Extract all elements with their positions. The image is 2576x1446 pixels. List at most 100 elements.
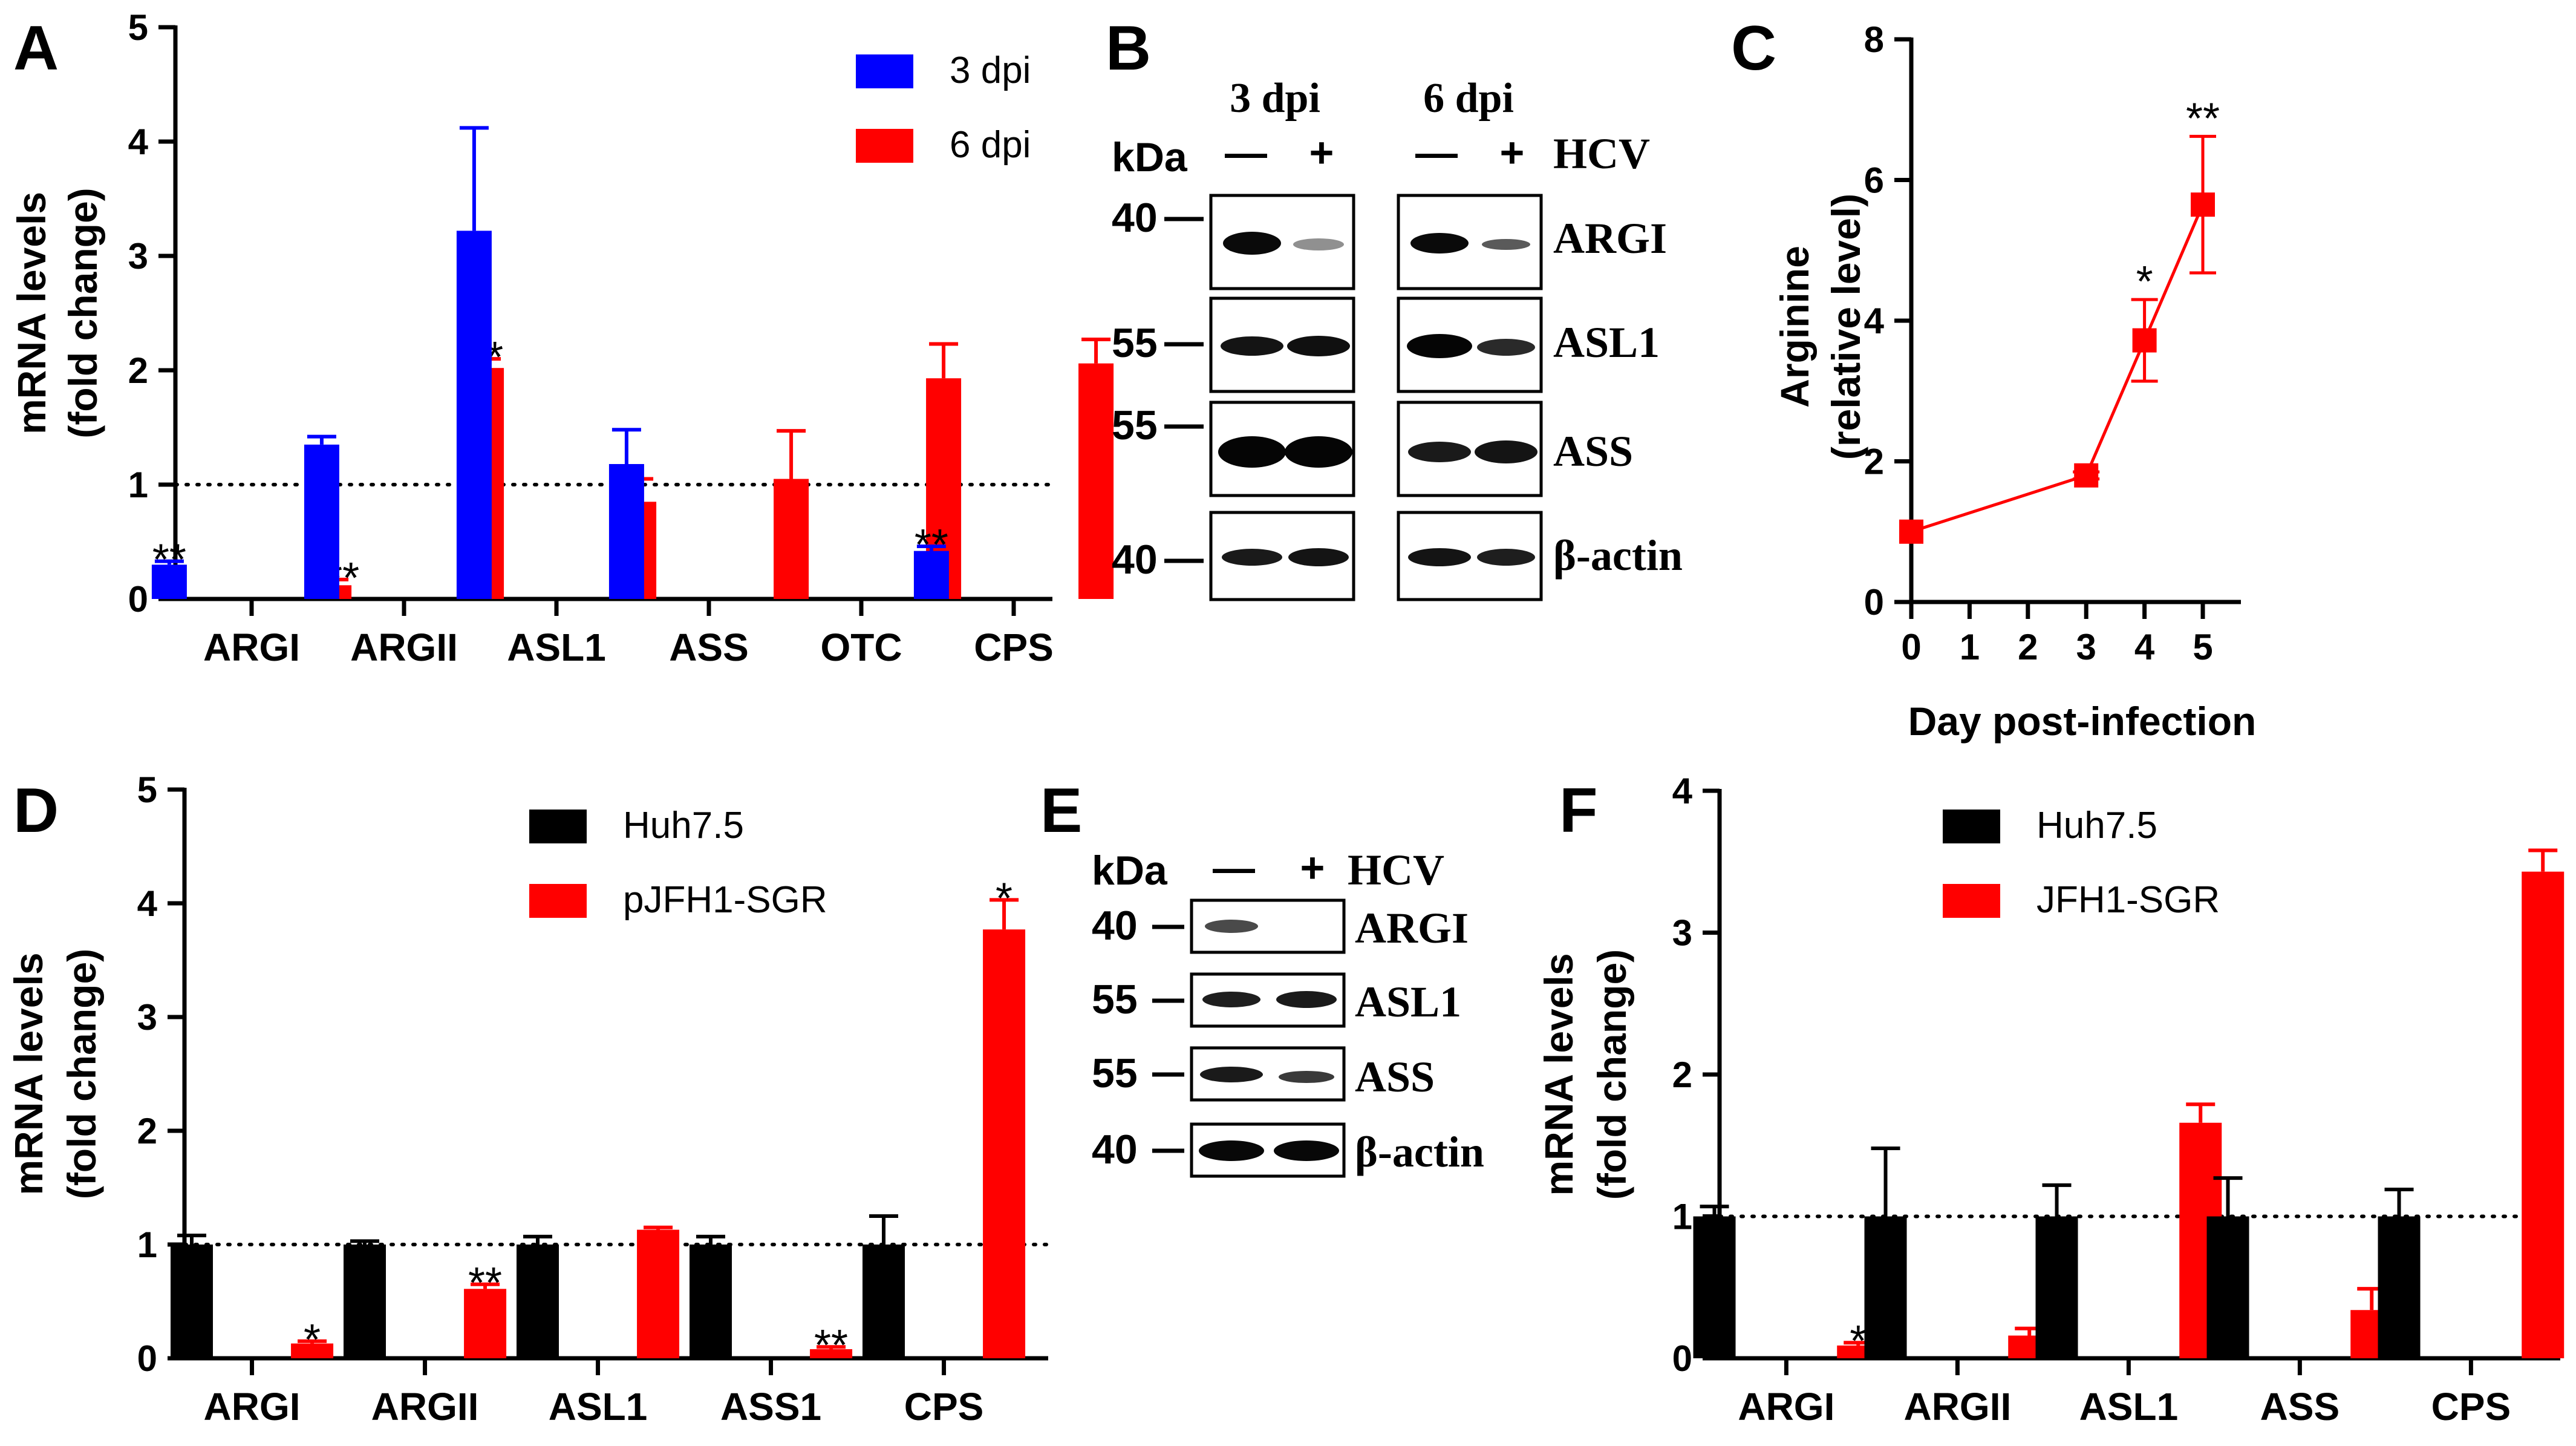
bar-huh7-5-cps <box>2378 1216 2421 1358</box>
bar-huh7-5-argii <box>1864 1216 1907 1358</box>
blot-e: kDa — + HCV 40 55 55 40 ARGI ASL1 ASS β-… <box>1092 844 1484 1178</box>
y-tick-label: 5 <box>137 770 157 810</box>
y-tick-label: 2 <box>137 1111 157 1151</box>
series-line <box>1911 204 2205 534</box>
y-tick-label: 3 <box>1672 913 1692 954</box>
x-category-label: ASL1 <box>549 1385 648 1428</box>
y-tick-label: 4 <box>1864 301 1885 341</box>
blot-e-treatment-label: HCV <box>1348 846 1444 894</box>
bar-3-dpi-argi <box>151 564 187 599</box>
bar-3-dpi-ass <box>608 463 644 599</box>
x-category-label: ASS <box>669 626 749 669</box>
blot-band <box>1223 232 1281 255</box>
blot-band <box>1205 920 1258 933</box>
y-tick-label: 4 <box>128 122 149 162</box>
panel-letter-b: B <box>1106 13 1151 83</box>
blot-band <box>1287 336 1350 356</box>
legend-swatch <box>529 810 587 843</box>
x-tick-label: 0 <box>1901 627 1921 667</box>
blot-band <box>1482 239 1530 250</box>
blot-e-kda-label: kDa <box>1092 848 1168 894</box>
legend-label: Huh7.5 <box>623 805 744 846</box>
y-axis-label: mRNA levels <box>1536 953 1581 1196</box>
panel-letter-d: D <box>13 776 59 846</box>
x-category-label: ARGI <box>203 626 300 669</box>
y-axis-label: mRNA levels <box>9 192 54 434</box>
significance-mark: ** <box>915 521 948 569</box>
y-tick-label: 1 <box>137 1225 157 1265</box>
x-category-label: ARGII <box>350 626 458 669</box>
y-tick-label: 0 <box>128 579 148 620</box>
bar-6-dpi-cps <box>1078 363 1114 599</box>
x-tick-label: 3 <box>2076 627 2096 667</box>
bar-pjfh1-sgr-asl1 <box>637 1229 680 1358</box>
legend-label: Huh7.5 <box>2036 805 2157 846</box>
blot-band <box>1285 436 1352 468</box>
bar-pjfh1-sgr-argii <box>464 1289 507 1358</box>
y-tick-label: 2 <box>1672 1055 1692 1095</box>
blot-e-marker: 55 <box>1092 977 1138 1022</box>
blot-e-protein-label: β-actin <box>1355 1128 1484 1176</box>
blot-band <box>1276 991 1337 1008</box>
blot-band <box>1279 1071 1334 1083</box>
blot-b-protein-label: ASL1 <box>1553 318 1660 367</box>
blot-band <box>1200 1067 1263 1082</box>
blot-band <box>1477 339 1535 356</box>
blot-band <box>1408 442 1471 462</box>
x-tick-label: 1 <box>1960 627 1980 667</box>
blot-b-kda-label: kDa <box>1112 134 1188 180</box>
blot-b: 3 dpi 6 dpi kDa — + — + HCV <box>1112 75 1683 601</box>
blot-band <box>1477 549 1535 566</box>
bar-jfh1-sgr-cps <box>2522 871 2565 1358</box>
legend-swatch <box>856 129 913 163</box>
significance-mark: ** <box>468 1259 502 1307</box>
y-tick-label: 0 <box>1672 1338 1692 1379</box>
bar-huh7-5-cps <box>862 1245 905 1358</box>
y-tick-label: 0 <box>137 1338 157 1379</box>
bar-pjfh1-sgr-cps <box>983 929 1026 1358</box>
bar-3-dpi-argii <box>304 444 339 599</box>
x-category-label: ASL1 <box>507 626 606 669</box>
blot-b-group-label-6dpi: 6 dpi <box>1423 75 1514 122</box>
y-axis-label: (fold change) <box>60 188 105 438</box>
significance-mark: * <box>1850 1317 1867 1366</box>
y-tick-label: 3 <box>137 997 157 1038</box>
bar-3-dpi-asl1 <box>456 231 492 599</box>
x-tick-label: 5 <box>2193 627 2212 667</box>
bar-huh7-5-argi <box>1693 1216 1736 1358</box>
blot-b-group-label-3dpi: 3 dpi <box>1230 75 1320 122</box>
blot-band <box>1202 992 1260 1007</box>
panel-letter-e: E <box>1040 776 1082 846</box>
bar-huh7-5-ass1 <box>690 1245 732 1358</box>
bar-pjfh1-sgr-argi <box>291 1343 334 1358</box>
x-category-label: ARGI <box>1738 1385 1834 1428</box>
x-tick-label: 4 <box>2134 627 2155 667</box>
panel-letter-f: F <box>1559 776 1598 846</box>
blot-b-marker: 55 <box>1112 320 1158 366</box>
y-axis-label: (fold change) <box>1590 949 1634 1200</box>
y-axis-label: Arginine <box>1772 246 1817 408</box>
bar-6-dpi-ass <box>774 479 809 599</box>
legend-swatch <box>856 54 913 88</box>
x-axis-label: Day post-infection <box>1908 699 2257 744</box>
bar-huh7-5-ass <box>2206 1216 2249 1358</box>
significance-mark: ** <box>2186 94 2220 143</box>
x-category-label: ARGII <box>371 1385 479 1428</box>
bar-huh7-5-argi <box>171 1245 214 1358</box>
legend-label: 3 dpi <box>950 50 1031 91</box>
blot-b-marker: 55 <box>1112 402 1158 448</box>
bar-pjfh1-sgr-ass1 <box>810 1349 853 1358</box>
blot-e-protein-label: ARGI <box>1355 904 1469 952</box>
y-axis-label: mRNA levels <box>6 952 51 1195</box>
x-tick-label: 2 <box>2018 627 2038 667</box>
blot-band <box>1475 440 1537 463</box>
blot-e-protein-label: ASS <box>1355 1053 1435 1101</box>
legend-label: JFH1-SGR <box>2036 879 2220 921</box>
legend-swatch <box>1943 884 2000 918</box>
blot-band <box>1221 336 1283 356</box>
x-category-label: ASS <box>2260 1385 2340 1428</box>
y-tick-label: 1 <box>128 465 148 505</box>
legend-swatch <box>1943 810 2000 843</box>
blot-band <box>1407 334 1472 358</box>
